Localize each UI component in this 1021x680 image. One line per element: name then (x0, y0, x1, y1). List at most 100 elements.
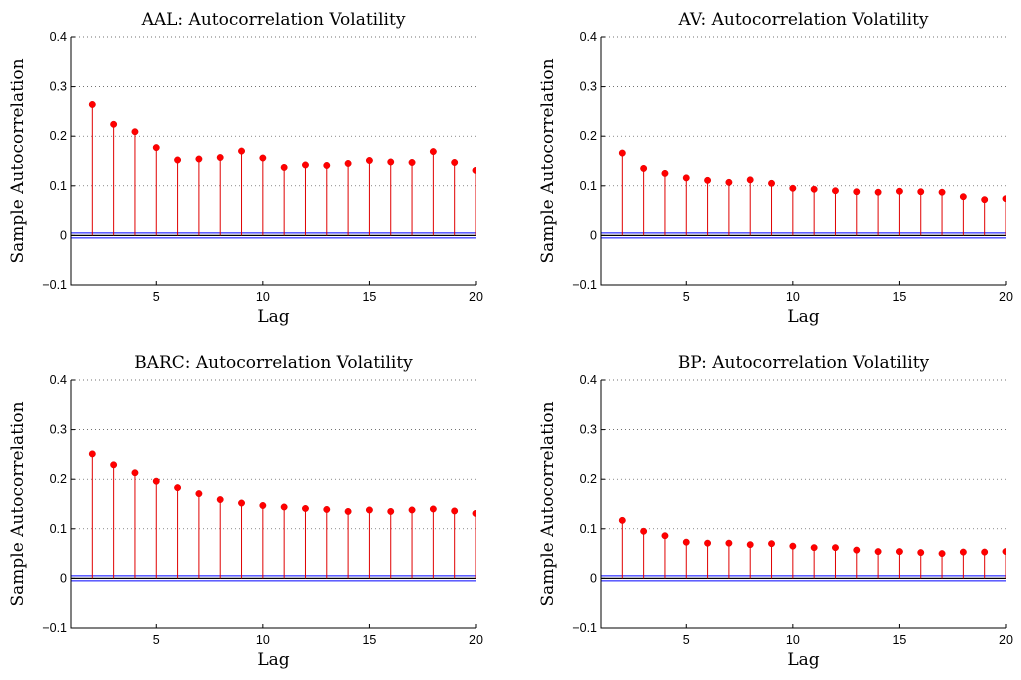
y-tick-label: 0 (590, 228, 597, 242)
y-tick-label: 0.4 (580, 30, 597, 44)
y-tick-label: 0.1 (580, 522, 597, 536)
acf-point (832, 544, 839, 552)
acf-point (981, 196, 989, 204)
acf-point (387, 507, 395, 515)
y-tick-label: 0.4 (580, 373, 597, 387)
acf-point (938, 550, 946, 558)
y-tick-label: 0.3 (50, 80, 67, 94)
x-tick-label: 10 (256, 633, 270, 647)
x-tick-label: 10 (786, 633, 800, 647)
acf-point (344, 507, 352, 515)
acf-point (88, 450, 96, 458)
acf-point (725, 178, 733, 186)
acf-point (429, 505, 437, 513)
chart-panel: −0.1 0 0.1 0.2 0.3 0.4 5 10 15 20 AV: Autocorrelat… (538, 10, 1013, 327)
y-tick-label: 0.3 (580, 423, 597, 437)
x-tick-label: 10 (256, 290, 270, 304)
axes-frame (600, 37, 1006, 286)
acf-point (472, 509, 476, 517)
acf-point (110, 120, 118, 128)
x-axis-label: Lag (257, 307, 289, 327)
x-tick-label: 15 (362, 290, 376, 304)
acf-point (1002, 548, 1006, 556)
y-tick-label: 0.3 (50, 423, 67, 437)
acf-point (174, 484, 182, 492)
acf-point (618, 516, 626, 524)
x-tick-label: 20 (999, 290, 1013, 304)
acf-point (746, 176, 754, 184)
acf-point (938, 188, 946, 196)
acf-point (88, 101, 96, 108)
acf-point (959, 548, 967, 556)
chart-title: BP: Autocorrelation Volatility (678, 353, 930, 373)
chart-title: BARC: Autocorrelation Volatility (134, 353, 413, 373)
x-tick-label: 15 (892, 290, 906, 304)
stem-series (71, 37, 476, 236)
y-tick-label: 0.2 (50, 472, 67, 486)
y-tick-label: 0.4 (50, 373, 67, 387)
acf-point (174, 156, 182, 164)
acf-point (216, 496, 224, 503)
acf-point (451, 507, 459, 515)
acf-point (789, 184, 797, 192)
acf-point (110, 461, 118, 469)
acf-point (981, 548, 989, 556)
acf-point (704, 539, 712, 547)
x-tick-label: 5 (683, 290, 690, 304)
stem-series (601, 37, 1006, 236)
chart-title: AAL: Autocorrelation Volatility (141, 10, 406, 30)
x-axis-label: Lag (257, 650, 289, 670)
y-tick-label: 0 (60, 228, 67, 242)
y-axis-label: Sample Autocorrelation (8, 401, 28, 606)
y-tick-label: 0.1 (50, 179, 67, 193)
y-tick-label: 0.3 (580, 80, 597, 94)
acf-point (832, 187, 839, 195)
acf-point (323, 162, 331, 169)
chart-title: AV: Autocorrelation Volatility (677, 10, 928, 30)
acf-point (704, 176, 712, 184)
acf-point (280, 163, 288, 171)
acf-point (618, 149, 626, 157)
axes-frame (70, 380, 476, 629)
acf-point (451, 159, 459, 166)
acf-point (344, 160, 352, 167)
y-tick-label: 0.2 (50, 129, 67, 143)
acf-point (259, 154, 267, 162)
acf-point (661, 169, 669, 177)
acf-point (131, 128, 139, 136)
y-tick-label: −0.1 (572, 278, 597, 292)
acf-point (323, 506, 331, 513)
x-tick-label: 20 (469, 633, 483, 647)
acf-point (874, 188, 882, 196)
y-axis-label: Sample Autocorrelation (8, 58, 28, 263)
chart-panel: −0.1 0 0.1 0.2 0.3 0.4 5 10 15 20 BP: Autocorrelat… (538, 353, 1013, 670)
acf-point (959, 193, 967, 201)
x-tick-label: 5 (683, 633, 690, 647)
axes-frame (70, 37, 476, 286)
acf-point (280, 503, 288, 511)
acf-point (365, 506, 373, 514)
acf-point (768, 540, 775, 548)
acf-point (917, 549, 925, 557)
acf-point (640, 164, 648, 172)
acf-point (874, 548, 882, 556)
acf-point (895, 187, 903, 195)
acf-point (661, 532, 669, 540)
acf-point (810, 544, 818, 552)
x-tick-label: 15 (892, 633, 906, 647)
y-tick-label: −0.1 (42, 278, 67, 292)
acf-point (853, 188, 861, 196)
chart-panel: −0.1 0 0.1 0.2 0.3 0.4 5 10 15 20 BARC: Autocorrel… (8, 353, 483, 670)
acf-point (640, 527, 648, 535)
acf-point (195, 155, 203, 163)
acf-point (216, 154, 224, 161)
y-axis-label: Sample Autocorrelation (538, 401, 558, 606)
acf-point (725, 539, 733, 547)
y-tick-label: 0.4 (50, 30, 67, 44)
acf-point (387, 158, 395, 166)
x-tick-label: 20 (999, 633, 1013, 647)
y-tick-label: −0.1 (572, 621, 597, 635)
y-axis-label: Sample Autocorrelation (538, 58, 558, 263)
